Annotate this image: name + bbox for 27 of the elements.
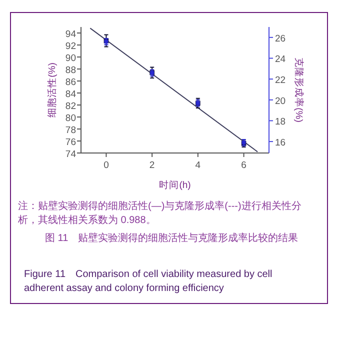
y-tick-label: 92 <box>65 41 76 52</box>
y-tick-label: 74 <box>65 149 76 160</box>
x-tick-label: 2 <box>149 160 155 171</box>
y2-tick-label: 26 <box>275 33 286 44</box>
y-tick-label: 82 <box>65 101 76 112</box>
y-tick-label: 78 <box>65 125 76 136</box>
y-tick-label: 90 <box>65 53 76 64</box>
y-tick-label: 76 <box>65 137 76 148</box>
x-tick-label: 4 <box>195 160 201 171</box>
caption: 图 11 贴壁实验测得的细胞活性与克隆形成率比较的结果 <box>45 232 300 246</box>
y-tick-label: 94 <box>65 29 76 40</box>
x-tick-label: 0 <box>104 160 109 171</box>
y2-tick-label: 20 <box>275 96 286 107</box>
x-axis-title: 时间(h) <box>159 179 191 191</box>
caption: Figure 11 Comparison of cell viability measured by cell adherent assay and colony forming efficiency <box>24 268 274 296</box>
y2-tick-label: 22 <box>275 75 286 86</box>
y-tick-label: 88 <box>65 65 76 76</box>
x-tick-label: 6 <box>241 160 246 171</box>
text: 注：贴壁实验测得的细胞活性(—)与克隆形成率(---)进行相关性分析，其线性相关系数为 0.988。 <box>18 200 302 228</box>
y-axis-title: 细胞活性(%) <box>46 62 58 118</box>
y-tick-label: 86 <box>65 77 76 88</box>
y2-tick-label: 18 <box>275 116 286 128</box>
y-tick-label: 80 <box>65 113 76 124</box>
y2-axis-title: 克隆形成率(%) <box>293 58 305 122</box>
y2-tick-label: 16 <box>275 138 286 149</box>
y2-tick-label: 24 <box>275 54 286 66</box>
y-tick-label: 84 <box>65 89 76 100</box>
